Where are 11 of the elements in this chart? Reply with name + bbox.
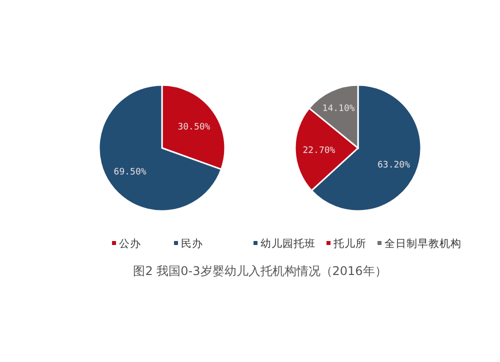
- data-label: 14.10%: [322, 104, 356, 114]
- data-label: 22.70%: [302, 146, 336, 156]
- data-label: 69.50%: [114, 167, 147, 178]
- data-label: 63.20%: [377, 160, 411, 171]
- legend-label: 民办: [181, 237, 203, 250]
- legend-label: 托儿所: [332, 237, 366, 250]
- data-label: 30.50%: [178, 122, 211, 133]
- caption: 图2 我国0-3岁婴幼儿入托机构情况（2016年）: [133, 264, 387, 278]
- legend-label: 幼儿园托班: [260, 237, 316, 250]
- legend-label: 全日制早教机构: [384, 237, 462, 250]
- legend-label: 公办: [119, 237, 141, 250]
